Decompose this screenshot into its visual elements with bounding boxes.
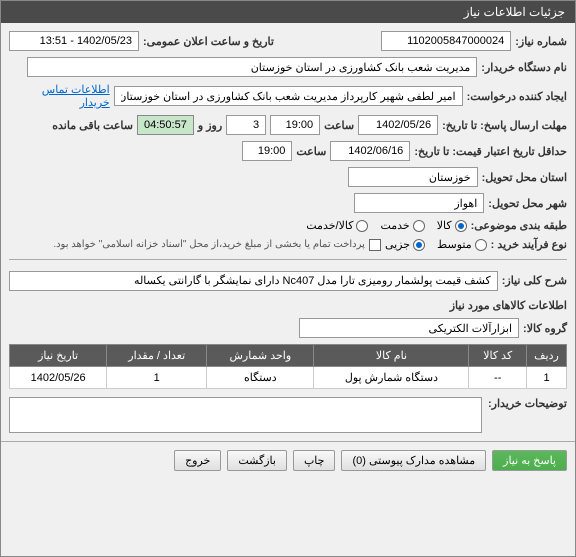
validity-date-input[interactable] — [330, 141, 410, 161]
province-label: استان محل تحویل: — [482, 171, 567, 184]
deadline-time-label: ساعت — [324, 119, 354, 132]
goods-group-input[interactable] — [299, 318, 519, 338]
buyer-input[interactable] — [27, 57, 477, 77]
th-qty: تعداد / مقدار — [107, 345, 207, 367]
radio-medium[interactable] — [475, 239, 487, 251]
payment-checkbox[interactable] — [369, 239, 381, 251]
table-row[interactable]: 1 -- دستگاه شمارش پول دستگاه 1 1402/05/2… — [10, 367, 567, 389]
contact-link[interactable]: اطلاعات تماس خریدار — [9, 83, 110, 109]
deadline-label: مهلت ارسال پاسخ: تا تاریخ: — [442, 119, 567, 132]
buyer-notes-input[interactable] — [9, 397, 482, 433]
td-date: 1402/05/26 — [10, 367, 107, 389]
print-button[interactable]: چاپ — [293, 450, 336, 471]
separator-1 — [9, 259, 567, 260]
buyer-label: نام دستگاه خریدار: — [481, 61, 567, 74]
attachments-button[interactable]: مشاهده مدارک پیوستی (0) — [341, 450, 486, 471]
radio-partial-label: جزیی — [385, 238, 410, 251]
general-desc-input[interactable] — [9, 271, 498, 291]
exit-button[interactable]: خروج — [174, 450, 221, 471]
radio-goods-label: کالا — [437, 219, 452, 232]
category-radio-group: کالا خدمت کالا/خدمت — [306, 219, 466, 232]
requester-input[interactable] — [114, 86, 463, 106]
buyer-notes-label: توضیحات خریدار: — [488, 397, 567, 410]
td-name: دستگاه شمارش پول — [314, 367, 469, 389]
validity-time-input[interactable] — [242, 141, 292, 161]
td-qty: 1 — [107, 367, 207, 389]
need-no-input[interactable] — [381, 31, 511, 51]
td-unit: دستگاه — [207, 367, 314, 389]
remain-label: ساعت باقی مانده — [52, 119, 133, 132]
content-area: شماره نیاز: تاریخ و ساعت اعلان عمومی: نا… — [1, 23, 575, 441]
validity-label: حداقل تاریخ اعتبار قیمت: تا تاریخ: — [414, 145, 567, 158]
goods-group-label: گروه کالا: — [523, 322, 567, 335]
purchase-type-group: متوسط جزیی — [385, 238, 487, 251]
respond-button[interactable]: پاسخ به نیاز — [492, 450, 567, 471]
titlebar: جزئیات اطلاعات نیاز — [1, 1, 575, 23]
radio-service-label: خدمت — [380, 219, 409, 232]
td-row: 1 — [527, 367, 567, 389]
city-input[interactable] — [354, 193, 484, 213]
remain-time: 04:50:57 — [137, 115, 194, 135]
general-desc-label: شرح کلی نیاز: — [502, 274, 567, 287]
province-input[interactable] — [348, 167, 478, 187]
back-button[interactable]: بازگشت — [227, 450, 287, 471]
radio-goods-service[interactable] — [356, 220, 368, 232]
goods-table: ردیف کد کالا نام کالا واحد شمارش تعداد /… — [9, 344, 567, 389]
deadline-date-input[interactable] — [358, 115, 438, 135]
radio-partial[interactable] — [413, 239, 425, 251]
td-code: -- — [469, 367, 527, 389]
th-date: تاریخ نیاز — [10, 345, 107, 367]
city-label: شهر محل تحویل: — [488, 197, 567, 210]
deadline-time-input[interactable] — [270, 115, 320, 135]
validity-time-label: ساعت — [296, 145, 326, 158]
purchase-type-label: نوع فرآیند خرید : — [491, 238, 567, 251]
window: جزئیات اطلاعات نیاز شماره نیاز: تاریخ و … — [0, 0, 576, 557]
requester-label: ایجاد کننده درخواست: — [467, 90, 567, 103]
footer: پاسخ به نیاز مشاهده مدارک پیوستی (0) چاپ… — [1, 441, 575, 479]
th-code: کد کالا — [469, 345, 527, 367]
th-row: ردیف — [527, 345, 567, 367]
th-unit: واحد شمارش — [207, 345, 314, 367]
announce-input[interactable] — [9, 31, 139, 51]
radio-goods[interactable] — [455, 220, 467, 232]
payment-note: پرداخت تمام یا بخشی از مبلغ خرید،از محل … — [53, 239, 365, 250]
radio-medium-label: متوسط — [437, 238, 472, 251]
category-label: طبقه بندی موضوعی: — [471, 219, 567, 232]
radio-service[interactable] — [413, 220, 425, 232]
announce-label: تاریخ و ساعت اعلان عمومی: — [143, 35, 274, 48]
radio-goods-service-label: کالا/خدمت — [306, 219, 353, 232]
need-no-label: شماره نیاز: — [515, 35, 567, 48]
th-name: نام کالا — [314, 345, 469, 367]
goods-info-label: اطلاعات کالاهای مورد نیاز — [9, 299, 567, 312]
days-input[interactable] — [226, 115, 266, 135]
days-label: روز و — [198, 119, 222, 132]
